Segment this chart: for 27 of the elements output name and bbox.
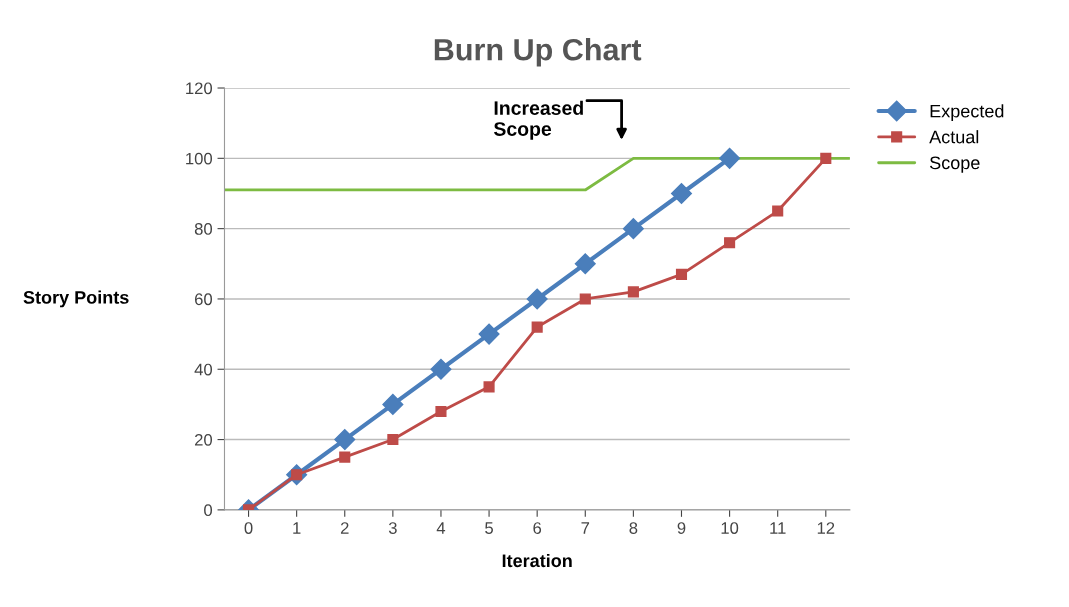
x-tick-label: 5: [485, 522, 493, 534]
x-tick-label: 6: [533, 522, 542, 534]
x-tick-label: 9: [677, 522, 686, 534]
y-tick-label: 0: [204, 504, 213, 517]
x-tick-label: 2: [340, 522, 349, 534]
x-tick-label: 12: [817, 522, 835, 534]
legend-label: Actual: [929, 130, 979, 144]
x-tick-label: 3: [388, 522, 397, 534]
x-axis-title: Iteration: [502, 553, 572, 568]
x-tick-label: 11: [770, 522, 786, 534]
x-tick-label: 7: [581, 522, 590, 534]
y-tick-label: 80: [194, 223, 213, 235]
y-axis-title: Story Points: [23, 290, 129, 308]
x-tick-label: 10: [721, 522, 739, 534]
y-tick-label: 20: [194, 433, 213, 446]
chart-title: Burn Up Chart: [434, 38, 642, 67]
x-tick-label: 1: [293, 522, 301, 534]
y-tick-label: 40: [194, 363, 213, 376]
annotation: Increased Scope: [493, 100, 583, 140]
x-tick-label: 4: [436, 522, 446, 534]
legend-label: Scope: [929, 156, 980, 173]
x-tick-label: 0: [244, 522, 253, 534]
y-tick-label: 100: [186, 152, 213, 165]
y-tick-label: 120: [186, 82, 213, 95]
y-tick-label: 60: [194, 293, 213, 306]
x-tick-label: 8: [629, 522, 638, 534]
legend-label: Expected: [930, 104, 1004, 122]
